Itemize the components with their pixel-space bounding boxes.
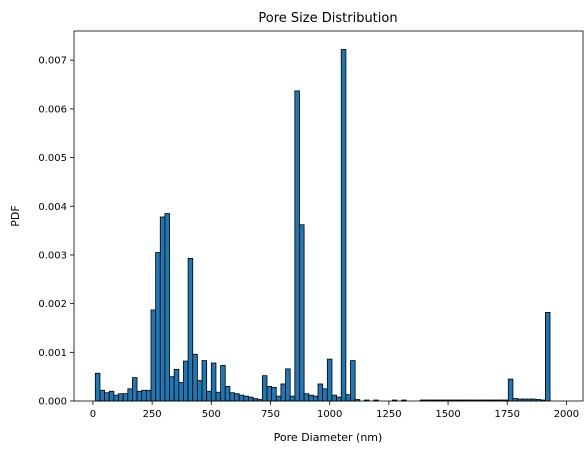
histogram-bar — [201, 360, 208, 402]
histogram-bar — [340, 49, 347, 402]
x-tick-label: 1750 — [495, 409, 520, 420]
histogram-bar — [350, 360, 356, 402]
x-tick-label: 1250 — [376, 409, 401, 420]
histogram-bar — [285, 368, 291, 402]
histogram-bar — [183, 360, 189, 402]
y-tick-label: 0.005 — [38, 153, 67, 164]
histogram-bar — [132, 377, 138, 402]
histogram-bar — [317, 383, 324, 402]
histogram-bar — [303, 393, 310, 402]
plot-border — [73, 30, 584, 402]
histogram-bar — [141, 389, 147, 402]
y-tick-label: 0.003 — [38, 250, 67, 261]
histogram-bar — [192, 353, 198, 402]
histogram-bar — [220, 365, 226, 402]
histogram-bar — [187, 257, 194, 402]
x-tick-label: 500 — [202, 409, 221, 420]
histogram-bar — [136, 390, 143, 402]
histogram-bar — [326, 358, 333, 402]
y-tick-label: 0.000 — [38, 397, 67, 408]
y-axis-label: PDF — [9, 205, 22, 226]
histogram-bar — [229, 392, 235, 402]
histogram-bar — [289, 395, 296, 402]
histogram-bar — [113, 394, 119, 402]
histogram-bar — [122, 393, 129, 402]
y-tick-label: 0.006 — [38, 104, 67, 115]
histogram-bar — [164, 213, 170, 402]
histogram-bar — [312, 395, 319, 402]
plot-area — [74, 31, 583, 401]
histogram-bar — [108, 390, 115, 402]
histogram-bar — [322, 388, 328, 402]
histogram-bar — [280, 383, 286, 402]
histogram-bar — [243, 395, 249, 402]
histogram-bar — [299, 224, 305, 402]
x-axis-label: Pore Diameter (nm) — [274, 431, 383, 444]
histogram-bar — [169, 376, 175, 402]
x-tick-label: 250 — [143, 409, 162, 420]
histogram-bar — [173, 368, 180, 402]
x-tick-label: 2000 — [554, 409, 579, 420]
histogram-bar — [127, 388, 133, 402]
histogram-bar — [178, 382, 184, 402]
y-tick-label: 0.002 — [38, 299, 67, 310]
y-tick-label: 0.001 — [38, 348, 67, 359]
x-tick-label: 750 — [261, 409, 280, 420]
x-tick-label: 1000 — [317, 409, 342, 420]
histogram-bar — [261, 375, 268, 402]
x-axis-ticks: 0 250 500 750 1000 1250 1500 1750 2000 — [90, 401, 579, 420]
histogram-bar — [196, 380, 203, 402]
histogram-bar — [507, 378, 514, 402]
y-axis-ticks: 0.000 0.001 0.002 0.003 0.004 0.005 0.006 0.007 — [38, 56, 74, 408]
histogram-bar — [248, 396, 254, 402]
histogram-bar — [99, 389, 105, 402]
histogram-bar — [150, 309, 157, 402]
histogram-bar — [94, 372, 101, 402]
histogram-bar — [545, 311, 551, 402]
histogram-bar — [104, 392, 110, 402]
histogram-bar — [210, 362, 217, 402]
histogram-bar — [275, 395, 282, 402]
y-tick-label: 0.004 — [38, 202, 67, 213]
histogram-bar — [336, 396, 342, 402]
histogram-bar — [215, 391, 221, 402]
histogram-bar — [266, 385, 273, 402]
x-tick-label: 0 — [90, 409, 96, 420]
chart-title: Pore Size Distribution — [258, 11, 397, 26]
y-tick-label: 0.007 — [38, 56, 67, 67]
histogram-bar — [238, 394, 245, 402]
histogram-bar — [145, 389, 152, 402]
histogram-bar — [234, 393, 240, 402]
histogram-bar — [331, 394, 337, 402]
histogram-bar — [271, 386, 277, 402]
histogram-bar — [155, 252, 161, 402]
x-tick-label: 1500 — [435, 409, 460, 420]
histogram-bar — [308, 394, 314, 402]
histogram-bar — [206, 390, 212, 402]
histogram-bar — [224, 385, 231, 402]
histogram-bar — [294, 90, 300, 402]
histogram-bar — [118, 393, 124, 402]
histogram-bar — [159, 216, 166, 402]
histogram-bar — [345, 394, 351, 402]
